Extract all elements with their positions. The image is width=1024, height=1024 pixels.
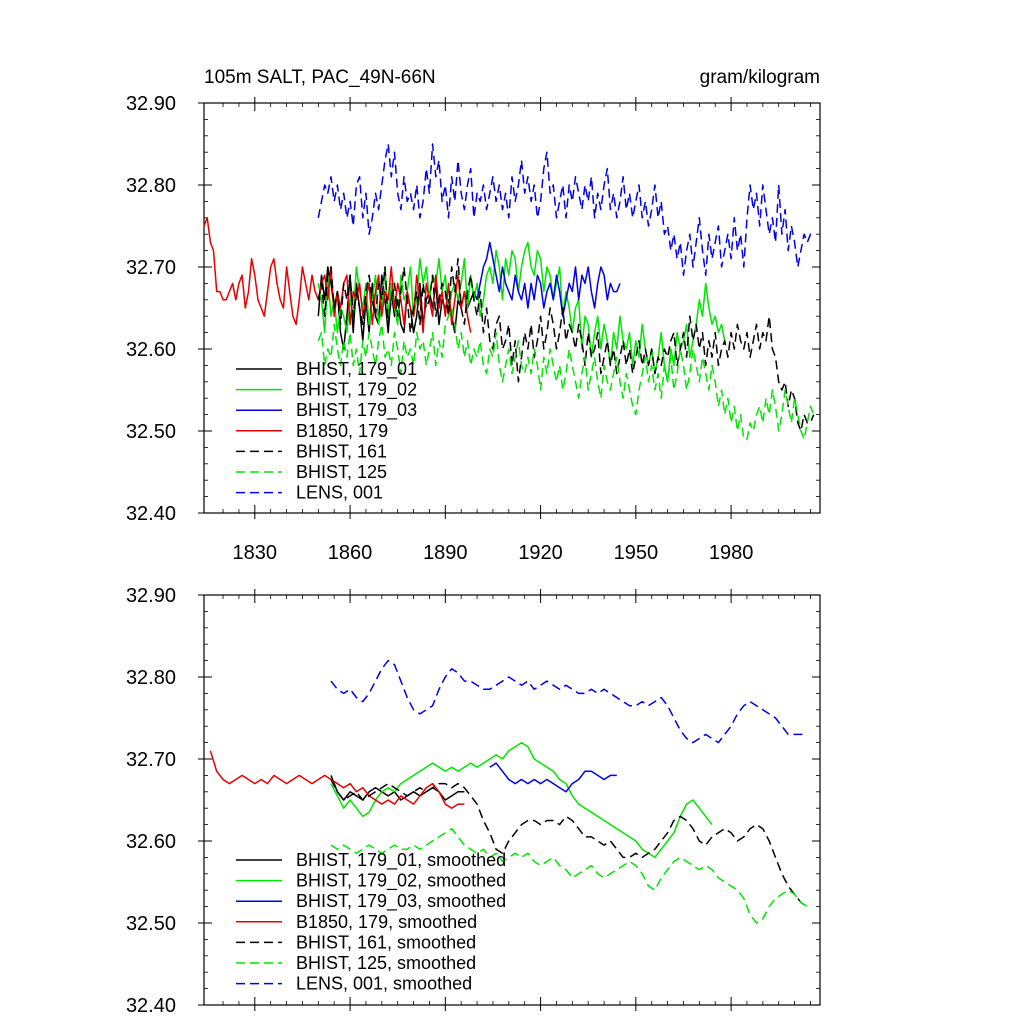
top-chart-units: gram/kilogram bbox=[700, 67, 820, 88]
bottom-series-bhist-161-smoothed bbox=[330, 779, 808, 908]
top-legend-label-bhist-179-03: BHIST, 179_03 bbox=[296, 400, 417, 421]
top-ytick-label: 32.70 bbox=[126, 257, 176, 279]
bottom-ytick-label: 32.50 bbox=[126, 913, 176, 935]
top-xtick-label: 1950 bbox=[614, 542, 659, 564]
top-plot-frame bbox=[203, 102, 821, 514]
bottom-series-bhist-125-smoothed bbox=[330, 827, 808, 924]
bottom-ytick-label: 32.80 bbox=[126, 667, 176, 689]
bottom-chart-marks: 32.40 32.50 32.60 32.70 32.80 32.90 bbox=[126, 585, 820, 1017]
bottom-legend-label-bhist-179-01-smoothed: BHIST, 179_01, smoothed bbox=[296, 850, 506, 871]
top-legend-label-bhist-179-01: BHIST, 179_01 bbox=[296, 359, 417, 380]
top-legend-label-bhist-161: BHIST, 161 bbox=[296, 441, 387, 461]
top-series-bhist-161 bbox=[317, 258, 815, 432]
top-legend-label-b1850-179: B1850, 179 bbox=[296, 421, 388, 441]
bottom-legend-label-bhist-161-smoothed: BHIST, 161, smoothed bbox=[296, 932, 476, 952]
top-series-b1850-179 bbox=[203, 217, 472, 334]
top-series-bhist-125 bbox=[317, 307, 815, 440]
bottom-plot-frame bbox=[203, 594, 821, 1006]
top-ytick-label: 32.60 bbox=[126, 339, 176, 361]
top-ytick-label: 32.50 bbox=[126, 421, 176, 443]
top-xtick-label: 1980 bbox=[709, 542, 754, 564]
bottom-series-b1850-179-smoothed bbox=[209, 750, 465, 809]
top-ytick-label: 32.90 bbox=[126, 93, 176, 115]
top-legend-label-bhist-179-02: BHIST, 179_02 bbox=[296, 380, 417, 401]
top-xtick-label: 1860 bbox=[328, 542, 373, 564]
top-xtick-label: 1920 bbox=[518, 542, 563, 564]
top-ytick-label: 32.80 bbox=[126, 175, 176, 197]
bottom-legend-label-b1850-179-smoothed: B1850, 179, smoothed bbox=[296, 912, 477, 932]
bottom-ytick-label: 32.70 bbox=[126, 749, 176, 771]
bottom-legend-label-bhist-125-smoothed: BHIST, 125, smoothed bbox=[296, 953, 476, 973]
top-ytick-label: 32.40 bbox=[126, 503, 176, 525]
top-chart-title: 105m SALT, PAC_49N-66N bbox=[204, 67, 436, 88]
bottom-legend-label-lens-001-smoothed: LENS, 001, smoothed bbox=[296, 974, 472, 994]
bottom-chart-panel: 32.40 32.50 32.60 32.70 32.80 32.90 BHIST, 17… bbox=[126, 585, 821, 1017]
top-legend-label-lens-001: LENS, 001 bbox=[296, 483, 383, 503]
bottom-series-bhist-179-03-smoothed bbox=[489, 762, 617, 793]
bottom-ytick-label: 32.90 bbox=[126, 585, 176, 607]
top-chart-panel: 105m SALT, PAC_49N-66N gram/kilogram 32.… bbox=[126, 67, 821, 564]
top-series-lens-001 bbox=[317, 143, 814, 276]
top-legend-label-bhist-125: BHIST, 125 bbox=[296, 462, 387, 482]
bottom-ytick-label: 32.60 bbox=[126, 831, 176, 853]
bottom-legend-label-bhist-179-02-smoothed: BHIST, 179_02, smoothed bbox=[296, 871, 506, 892]
top-xtick-label: 1830 bbox=[233, 542, 278, 564]
bottom-ytick-label: 32.40 bbox=[126, 995, 176, 1017]
top-series-bhist-179-03 bbox=[476, 241, 621, 317]
bottom-legend-label-bhist-179-03-smoothed: BHIST, 179_03, smoothed bbox=[296, 891, 506, 912]
top-chart-marks: 32.40 32.50 32.60 32.70 32.80 32.90 1830 1860 18… bbox=[126, 93, 820, 564]
bottom-series-lens-001-smoothed bbox=[330, 659, 808, 744]
top-xtick-label: 1890 bbox=[423, 542, 468, 564]
